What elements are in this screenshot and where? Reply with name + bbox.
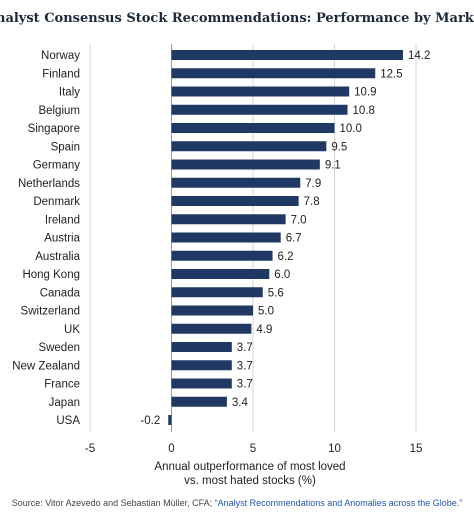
bar <box>171 378 232 389</box>
bar <box>171 323 252 334</box>
bar <box>171 342 232 352</box>
bar <box>171 177 301 188</box>
source-prefix: Source: Vitor Azevedo and Sebastian Müll… <box>12 498 215 508</box>
category-labels: Norway Finland Italy Belgium Singapore Spain G… <box>12 50 80 427</box>
value-labels: 14.2 12.5 10.9 10.8 10.0 9.5 9.1 7.9 7.8 7.0 6.7 6.… <box>140 50 430 427</box>
bar <box>171 123 335 133</box>
category-label: Italy <box>59 87 80 99</box>
value-label: 10.9 <box>354 87 376 99</box>
category-label: Canada <box>40 287 81 299</box>
value-label: 7.9 <box>305 178 321 190</box>
value-label: 7.0 <box>291 214 307 226</box>
category-label: Japan <box>49 397 80 409</box>
value-label: 7.8 <box>304 196 320 208</box>
category-label: Spain <box>51 141 80 153</box>
source-link[interactable]: “Analyst Recommendations and Anomalies a… <box>215 498 463 508</box>
value-label: 10.0 <box>340 123 362 135</box>
value-label: 10.8 <box>353 105 375 117</box>
x-axis-label-line1: Annual outperformance of most loved <box>154 461 345 473</box>
value-label: 3.4 <box>232 397 249 409</box>
value-label: 6.2 <box>278 251 294 263</box>
value-label: 14.2 <box>408 50 430 62</box>
category-label: Norway <box>41 50 80 62</box>
x-tick-label: 5 <box>250 443 256 455</box>
value-label: 6.0 <box>274 269 290 281</box>
category-label: Hong Kong <box>22 269 80 281</box>
value-label: 9.1 <box>325 160 341 172</box>
bar <box>171 68 376 79</box>
category-label: Ireland <box>45 214 80 226</box>
category-label: Austria <box>44 233 80 245</box>
bar <box>171 86 350 97</box>
x-tick-label: -5 <box>85 443 95 455</box>
bar <box>171 232 281 243</box>
bar <box>171 360 232 371</box>
bar <box>171 196 299 206</box>
category-label: Sweden <box>38 342 80 354</box>
bar <box>171 305 253 316</box>
source-note: Source: Vitor Azevedo and Sebastian Müll… <box>12 498 463 508</box>
value-label: 3.7 <box>237 360 253 372</box>
value-label: -0.2 <box>140 415 160 427</box>
category-label: USA <box>56 415 80 427</box>
x-tick-label: 15 <box>410 443 423 455</box>
category-label: France <box>44 379 80 391</box>
x-tick-label: 0 <box>168 443 174 455</box>
category-label: Denmark <box>33 196 80 208</box>
x-tick-labels: -5 0 5 10 15 <box>85 443 423 455</box>
bar <box>171 250 273 261</box>
bar <box>171 269 270 279</box>
chart-title: Analyst Consensus Stock Recommendations:… <box>0 11 474 26</box>
bar <box>171 214 286 225</box>
bars <box>168 50 403 425</box>
bar <box>171 287 263 298</box>
value-label: 9.5 <box>331 141 347 153</box>
bar <box>171 141 327 152</box>
category-label: Belgium <box>38 105 80 117</box>
value-label: 5.6 <box>268 287 284 299</box>
value-label: 6.7 <box>286 233 302 245</box>
value-label: 3.7 <box>237 342 253 354</box>
category-label: Switzerland <box>21 306 80 318</box>
x-axis-label-line2: vs. most hated stocks (%) <box>184 475 316 487</box>
category-label: Finland <box>42 68 80 80</box>
x-tick-label: 10 <box>328 443 341 455</box>
value-label: 5.0 <box>258 306 274 318</box>
category-label: UK <box>64 324 80 336</box>
category-label: New Zealand <box>12 360 80 372</box>
category-label: Netherlands <box>18 178 80 190</box>
bar <box>171 50 403 60</box>
bar <box>168 415 172 425</box>
bar <box>171 396 227 407</box>
bar <box>171 104 348 115</box>
category-label: Singapore <box>28 123 80 135</box>
category-label: Germany <box>33 160 81 172</box>
category-label: Australia <box>35 251 80 263</box>
value-label: 12.5 <box>380 68 402 80</box>
value-label: 3.7 <box>237 379 253 391</box>
bar <box>171 159 320 170</box>
value-label: 4.9 <box>256 324 272 336</box>
